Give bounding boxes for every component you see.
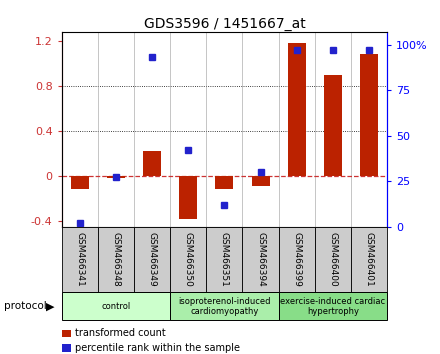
Title: GDS3596 / 1451667_at: GDS3596 / 1451667_at [143, 17, 305, 31]
Bar [252, 176, 270, 186]
Bar [134, 227, 170, 292]
Bar [62, 292, 170, 320]
Bar [279, 227, 315, 292]
Text: percentile rank within the sample: percentile rank within the sample [75, 343, 240, 353]
Bar [215, 176, 234, 189]
Bar [170, 292, 279, 320]
Bar [62, 227, 98, 292]
Text: GSM466349: GSM466349 [147, 232, 157, 287]
Bar [71, 176, 89, 189]
Text: isoproterenol-induced
cardiomyopathy: isoproterenol-induced cardiomyopathy [178, 297, 271, 316]
Bar [315, 227, 351, 292]
Bar [324, 75, 342, 176]
Text: control: control [101, 302, 131, 311]
Bar [170, 227, 206, 292]
Text: transformed count: transformed count [75, 329, 165, 338]
Bar [360, 55, 378, 176]
Bar [351, 227, 387, 292]
Bar [288, 43, 306, 176]
Text: GSM466351: GSM466351 [220, 232, 229, 287]
Bar [107, 176, 125, 178]
Text: protocol: protocol [4, 301, 47, 311]
Text: GSM466401: GSM466401 [365, 232, 374, 287]
Text: exercise-induced cardiac
hypertrophy: exercise-induced cardiac hypertrophy [280, 297, 385, 316]
Text: GSM466400: GSM466400 [328, 232, 337, 287]
Text: GSM466348: GSM466348 [111, 232, 121, 287]
Text: GSM466341: GSM466341 [75, 232, 84, 287]
Bar [206, 227, 242, 292]
Text: GSM466350: GSM466350 [184, 232, 193, 287]
Bar [279, 292, 387, 320]
Bar [143, 151, 161, 176]
Bar [242, 227, 279, 292]
Text: GSM466399: GSM466399 [292, 232, 301, 287]
Text: ▶: ▶ [46, 301, 55, 311]
Bar [179, 176, 197, 219]
Bar [98, 227, 134, 292]
Text: GSM466394: GSM466394 [256, 232, 265, 287]
